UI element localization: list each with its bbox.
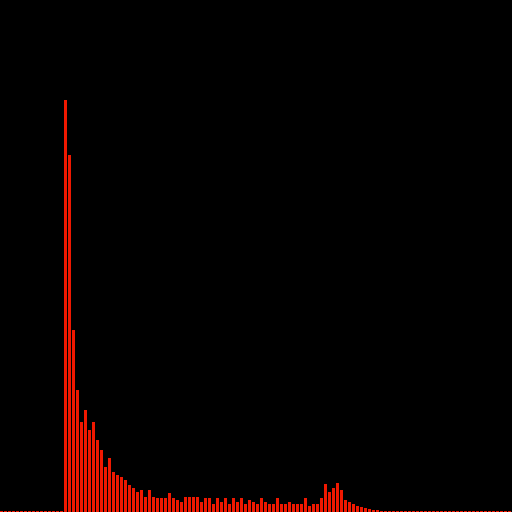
bar (72, 330, 75, 512)
bar (256, 504, 259, 512)
bar (268, 504, 271, 512)
bar (144, 497, 147, 512)
bar (192, 497, 195, 512)
bar (208, 498, 211, 512)
bar (316, 504, 319, 512)
bar (248, 500, 251, 512)
bar (300, 504, 303, 512)
bar (320, 498, 323, 512)
bar (156, 498, 159, 512)
bar (80, 422, 83, 512)
bar (212, 504, 215, 512)
bar (364, 508, 367, 512)
bar (132, 488, 135, 512)
bar (336, 483, 339, 512)
bar (136, 492, 139, 512)
bar (64, 100, 67, 512)
bar (232, 498, 235, 512)
bar (328, 492, 331, 512)
bar (68, 155, 71, 512)
bar (308, 506, 311, 512)
bar (164, 498, 167, 512)
bar (348, 502, 351, 512)
bar (172, 498, 175, 512)
bar (128, 485, 131, 512)
bar (76, 390, 79, 512)
bar (288, 502, 291, 512)
bar (272, 504, 275, 512)
bar (168, 493, 171, 512)
bar (176, 500, 179, 512)
bar (92, 422, 95, 512)
bar (244, 504, 247, 512)
bar (216, 498, 219, 512)
bar (84, 410, 87, 512)
bar (360, 507, 363, 512)
bar (340, 490, 343, 512)
bar (356, 506, 359, 512)
bar (280, 504, 283, 512)
bar (88, 430, 91, 512)
bar (368, 509, 371, 512)
bar (124, 480, 127, 512)
bar (260, 498, 263, 512)
bar (252, 502, 255, 512)
bar (108, 458, 111, 512)
bar (120, 477, 123, 512)
bar (240, 498, 243, 512)
bar (228, 504, 231, 512)
bar (376, 510, 379, 512)
bar (312, 504, 315, 512)
bar (276, 498, 279, 512)
bar (224, 498, 227, 512)
bar (204, 498, 207, 512)
bar (188, 497, 191, 512)
bar (116, 475, 119, 512)
bar (304, 498, 307, 512)
bar (148, 490, 151, 512)
bar (140, 490, 143, 512)
bar (112, 472, 115, 512)
bar (184, 497, 187, 512)
bar (292, 504, 295, 512)
bar (324, 484, 327, 512)
bar (104, 467, 107, 512)
bar (220, 502, 223, 512)
bar (344, 500, 347, 512)
bar (160, 498, 163, 512)
bar (236, 502, 239, 512)
bar (332, 488, 335, 512)
bar (284, 504, 287, 512)
bar (196, 497, 199, 512)
bar (372, 510, 375, 512)
bar (264, 502, 267, 512)
bar (200, 502, 203, 512)
bar (96, 440, 99, 512)
bar (180, 502, 183, 512)
bar (152, 497, 155, 512)
bar (100, 450, 103, 512)
bar (352, 504, 355, 512)
bar (296, 504, 299, 512)
